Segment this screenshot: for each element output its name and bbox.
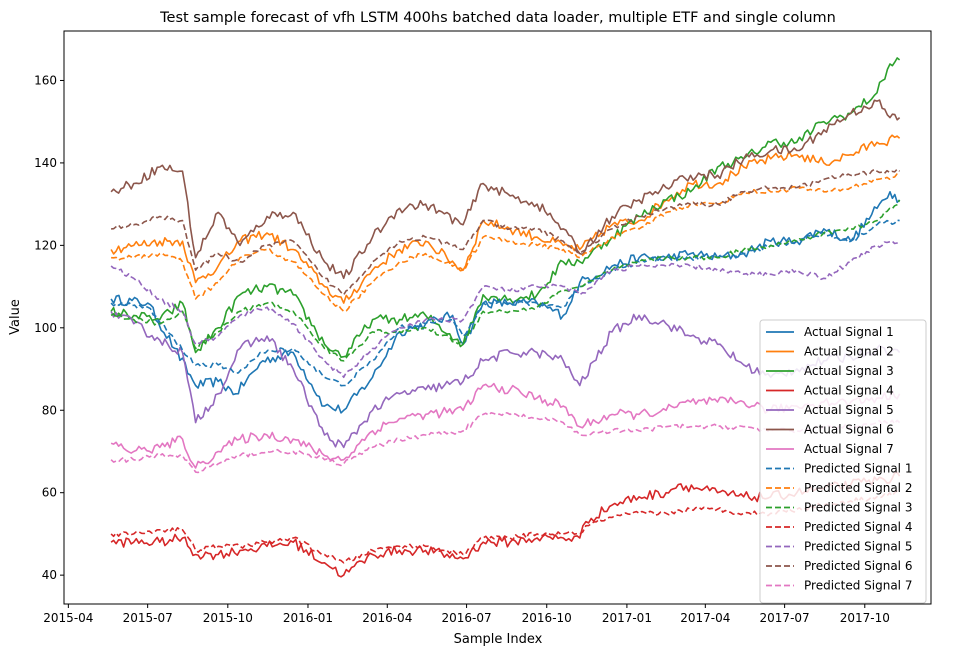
- x-tick-label: 2016-07: [441, 611, 491, 625]
- plot-frame: [63, 30, 932, 605]
- legend-entry-label: Predicted Signal 2: [804, 481, 912, 495]
- x-tick-label: 2016-10: [522, 611, 572, 625]
- series-line-predicted-signal-2: [111, 173, 900, 313]
- y-axis-label: Value: [8, 299, 23, 335]
- series-line-predicted-signal-6: [111, 168, 901, 296]
- legend-box: [759, 319, 927, 604]
- y-tick-label: 100: [34, 321, 57, 335]
- chart-title: Test sample forecast of vfh LSTM 400hs b…: [159, 10, 836, 26]
- legend-entry-label: Actual Signal 2: [804, 345, 894, 359]
- legend-entry-label: Actual Signal 3: [804, 364, 894, 378]
- x-tick-label: 2016-01: [283, 611, 333, 625]
- series-line-predicted-signal-1: [110, 219, 900, 387]
- series-line-predicted-signal-5: [110, 240, 901, 379]
- legend: Actual Signal 1 Actual Signal 2 Actual Sig…: [759, 319, 927, 604]
- series-line-actual-signal-3: [110, 57, 901, 359]
- y-tick-label: 120: [34, 238, 57, 252]
- x-tick-label: 2017-01: [602, 611, 652, 625]
- y-tick-label: 80: [42, 403, 57, 417]
- legend-entry-label: Actual Signal 7: [804, 442, 894, 456]
- x-tick-label: 2015-07: [123, 611, 173, 625]
- legend-entry-label: Predicted Signal 1: [804, 462, 912, 476]
- x-axis-label: Sample Index: [454, 632, 543, 647]
- legend-entry-label: Actual Signal 6: [804, 423, 894, 437]
- legend-entry-label: Predicted Signal 5: [804, 540, 912, 554]
- y-axis: 40 60 80 100 120 140 160: [34, 73, 64, 582]
- legend-entry-label: Predicted Signal 7: [804, 579, 912, 593]
- x-tick-label: 2017-07: [760, 611, 810, 625]
- x-tick-label: 2017-04: [680, 611, 730, 625]
- y-tick-label: 160: [34, 73, 57, 87]
- x-tick-label: 2015-04: [43, 611, 93, 625]
- x-tick-label: 2015-10: [203, 611, 253, 625]
- x-axis: 2015-04 2015-07 2015-10 2016-01 2016-04 2016-…: [43, 604, 890, 625]
- series-line-actual-signal-1: [110, 191, 901, 414]
- x-tick-label: 2017-10: [840, 611, 890, 625]
- legend-entry-label: Predicted Signal 4: [804, 520, 912, 534]
- legend-entry-label: Predicted Signal 3: [804, 501, 912, 515]
- legend-entry-label: Actual Signal 1: [804, 325, 894, 339]
- y-tick-label: 60: [42, 486, 57, 500]
- legend-entry-label: Actual Signal 5: [804, 403, 894, 417]
- x-tick-label: 2016-04: [362, 611, 412, 625]
- series-line-predicted-signal-3: [110, 199, 901, 362]
- legend-entry-label: Predicted Signal 6: [804, 559, 912, 573]
- y-tick-label: 40: [42, 568, 57, 582]
- y-tick-label: 140: [34, 156, 57, 170]
- series-line-actual-signal-6: [110, 99, 901, 280]
- series-line-predicted-signal-7: [110, 411, 901, 474]
- legend-entry-label: Actual Signal 4: [804, 384, 894, 398]
- series-layer: [110, 57, 901, 578]
